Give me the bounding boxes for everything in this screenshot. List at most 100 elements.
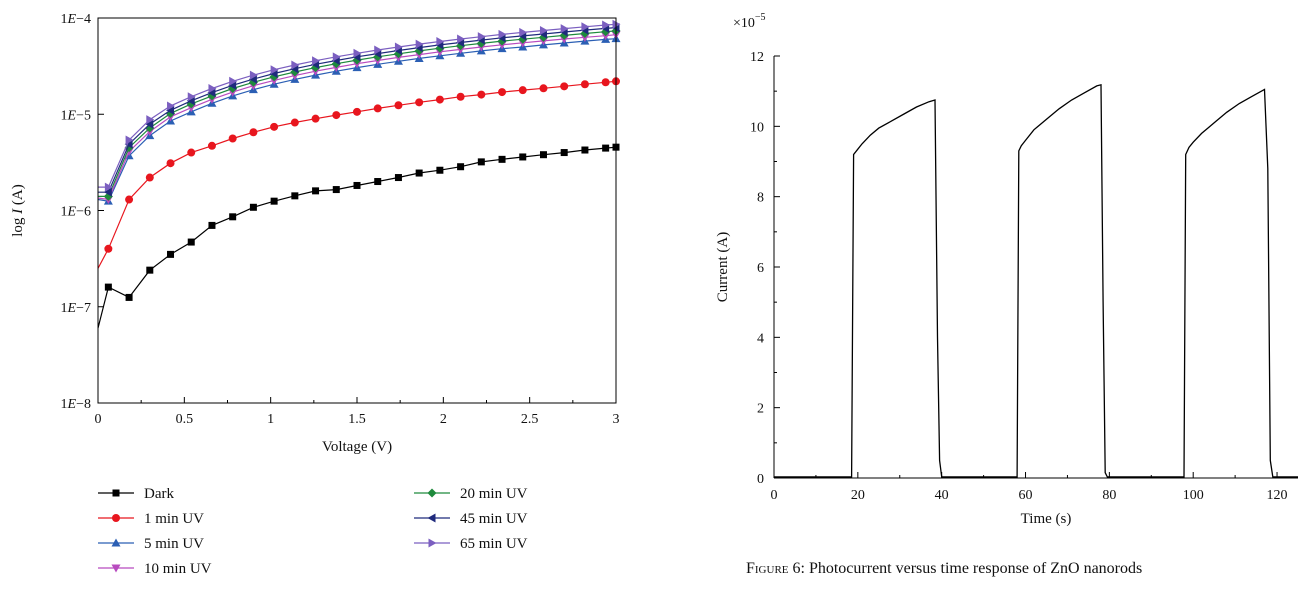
data-point bbox=[373, 104, 382, 113]
photocurrent-line bbox=[774, 83, 1298, 478]
data-point bbox=[145, 173, 154, 182]
figure-caption-label: Figure 6 bbox=[746, 560, 801, 577]
photocurrent-y-multiplier: ×10−5 bbox=[733, 12, 766, 31]
y-tick-label: 8 bbox=[757, 191, 764, 206]
series-line bbox=[98, 23, 617, 188]
data-point bbox=[248, 74, 257, 84]
figure-caption: Figure 6: Photocurrent versus time respo… bbox=[746, 560, 1142, 577]
data-point bbox=[166, 105, 175, 115]
data-point bbox=[498, 155, 506, 163]
data-point bbox=[518, 86, 527, 95]
series-1-min-uv bbox=[97, 77, 620, 269]
photocurrent-y-axis-label: Current (A) bbox=[715, 232, 731, 302]
data-point bbox=[208, 84, 217, 94]
y-tick-label: 1E−7 bbox=[61, 301, 91, 316]
data-point bbox=[228, 134, 237, 143]
data-point bbox=[436, 166, 444, 174]
photocurrent-time-chart: 0 20 40 60 80 100 120 0 2 4 6 8 10 12 Time (s) Curre… bbox=[715, 12, 1298, 527]
x-tick-label: 0 bbox=[771, 488, 778, 503]
data-point bbox=[104, 244, 113, 253]
data-point bbox=[580, 80, 589, 89]
iv-log-chart: 0 0.5 1 1.5 2 2.5 3 1E−4 1E−5 1E−6 1E−7 1E−8 Volta… bbox=[10, 12, 621, 577]
data-point bbox=[207, 141, 216, 150]
y-tick-label: 1E−8 bbox=[61, 397, 91, 412]
y-tick-label: 12 bbox=[750, 50, 764, 65]
data-point bbox=[311, 114, 320, 123]
data-point bbox=[581, 146, 589, 154]
data-point bbox=[436, 36, 445, 46]
x-tick-label: 2.5 bbox=[521, 412, 539, 427]
legend-item: 10 min UV bbox=[98, 561, 212, 577]
data-point bbox=[146, 266, 154, 274]
data-point bbox=[104, 283, 112, 291]
data-point bbox=[560, 82, 569, 91]
data-point bbox=[167, 250, 175, 258]
photocurrent-x-axis-ticks: 0 20 40 60 80 100 120 bbox=[771, 472, 1288, 503]
data-point bbox=[457, 163, 465, 171]
data-point bbox=[457, 34, 466, 44]
data-point bbox=[270, 65, 279, 75]
data-point bbox=[125, 293, 133, 301]
legend-item: Dark bbox=[98, 486, 174, 502]
y-multiplier-exponent: −5 bbox=[755, 12, 766, 23]
data-point bbox=[166, 159, 175, 168]
data-point bbox=[103, 187, 112, 197]
legend-swatch-marker bbox=[111, 564, 121, 573]
legend-label: 20 min UV bbox=[460, 486, 528, 502]
legend-swatch-marker bbox=[112, 489, 120, 497]
data-point bbox=[601, 78, 610, 87]
data-point bbox=[228, 80, 237, 90]
y-tick-label: 10 bbox=[750, 120, 764, 135]
y-tick-label: 6 bbox=[757, 261, 764, 276]
iv-y-axis-label-variable: I bbox=[10, 208, 26, 215]
x-tick-label: 1 bbox=[267, 412, 274, 427]
data-point bbox=[249, 70, 258, 80]
legend-item: 5 min UV bbox=[98, 536, 204, 552]
y-tick-label: 0 bbox=[757, 472, 764, 487]
iv-series-group bbox=[97, 19, 621, 329]
data-point bbox=[415, 39, 424, 49]
data-point bbox=[602, 144, 610, 152]
data-point bbox=[477, 32, 486, 42]
data-point bbox=[435, 95, 444, 104]
data-point bbox=[125, 135, 134, 145]
data-point bbox=[581, 22, 590, 32]
y-tick-label: 1E−4 bbox=[61, 12, 91, 27]
data-point bbox=[415, 98, 424, 107]
data-point bbox=[353, 107, 361, 116]
x-tick-label: 0 bbox=[95, 412, 102, 427]
data-point bbox=[104, 182, 113, 192]
data-point bbox=[249, 128, 258, 137]
legend-swatch-marker bbox=[112, 514, 120, 522]
data-point bbox=[312, 56, 321, 66]
x-tick-label: 80 bbox=[1102, 488, 1116, 503]
legend-label: Dark bbox=[144, 486, 174, 502]
data-point bbox=[145, 119, 154, 129]
data-point bbox=[539, 84, 548, 93]
data-point bbox=[374, 178, 382, 186]
iv-y-axis-label: log I (A) bbox=[10, 184, 26, 237]
legend-label: 5 min UV bbox=[144, 536, 204, 552]
data-point bbox=[394, 42, 403, 52]
data-point bbox=[374, 45, 383, 55]
series-dark bbox=[97, 143, 620, 329]
data-point bbox=[477, 90, 486, 99]
data-point bbox=[332, 52, 341, 62]
legend-label: 65 min UV bbox=[460, 536, 528, 552]
x-tick-label: 40 bbox=[935, 488, 949, 503]
data-point bbox=[229, 213, 237, 221]
x-tick-label: 1.5 bbox=[348, 412, 366, 427]
data-point bbox=[208, 221, 216, 229]
data-point bbox=[477, 158, 485, 166]
data-point bbox=[498, 29, 507, 39]
x-tick-label: 3 bbox=[613, 412, 620, 427]
data-point bbox=[519, 27, 528, 37]
data-point bbox=[146, 115, 155, 125]
photocurrent-y-axis-ticks: 0 2 4 6 8 10 12 bbox=[750, 50, 780, 487]
data-point bbox=[519, 153, 527, 161]
data-point bbox=[394, 101, 403, 110]
data-point bbox=[560, 149, 568, 157]
data-point bbox=[125, 195, 134, 204]
legend-swatch-marker bbox=[428, 538, 437, 548]
